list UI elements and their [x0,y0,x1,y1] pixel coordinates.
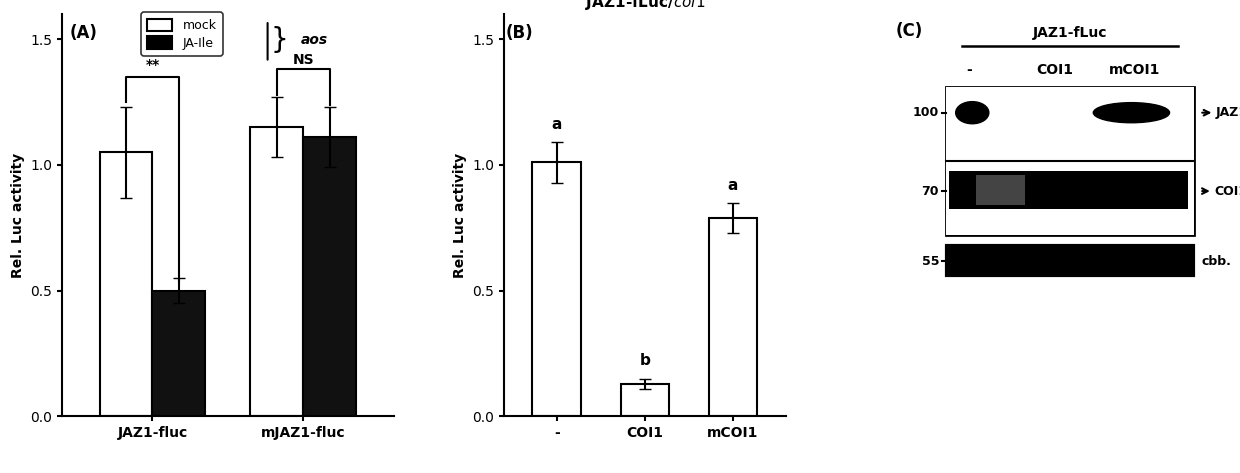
Text: }: } [270,26,289,54]
Y-axis label: Rel. Luc activity: Rel. Luc activity [453,153,466,278]
Text: a: a [728,177,738,193]
Text: -: - [966,63,972,78]
Bar [946,161,1194,235]
Text: 70: 70 [921,184,939,198]
Text: (C): (C) [897,22,924,40]
Legend: mock, JA-Ile: mock, JA-Ile [141,12,223,56]
Bar [250,127,303,416]
Bar [709,218,758,416]
Bar [949,171,1188,209]
Bar [946,245,1194,275]
Text: COI1s: COI1s [1214,184,1240,198]
Bar [153,290,205,416]
Text: mCOI1: mCOI1 [1109,63,1161,78]
Text: aos: aos [301,33,327,47]
Bar [946,87,1194,235]
Ellipse shape [956,102,988,124]
Text: 55: 55 [921,255,939,268]
Bar [620,384,670,416]
Text: b: b [640,353,650,368]
Bar [946,245,1194,275]
Bar [976,175,1025,205]
Text: NS: NS [293,53,314,67]
Text: JAZ1-fLuc: JAZ1-fLuc [1216,106,1240,119]
Y-axis label: Rel. Luc activity: Rel. Luc activity [11,153,25,278]
Text: COI1: COI1 [1037,63,1074,78]
Ellipse shape [1094,103,1169,123]
Bar [946,87,1194,161]
Bar [532,162,580,416]
Bar [303,137,356,416]
Text: cbb.: cbb. [1202,255,1231,268]
Text: 100: 100 [913,106,939,119]
Text: (B): (B) [506,24,533,42]
Bar [99,152,153,416]
Text: a: a [552,117,562,132]
Text: JAZ1-fLuc: JAZ1-fLuc [1033,26,1107,40]
Text: (A): (A) [69,24,98,42]
Text: **: ** [145,58,160,72]
Title: JAZ1-fLuc/$\it{col1}$: JAZ1-fLuc/$\it{col1}$ [584,0,706,12]
